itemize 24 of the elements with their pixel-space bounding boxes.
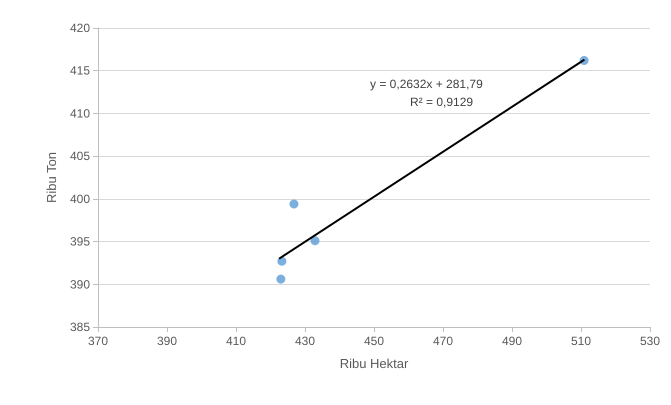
annotation: y = 0,2632x + 281,79	[370, 77, 484, 91]
x-tick-label: 470	[432, 334, 454, 348]
annotation: R² = 0,9129	[410, 95, 474, 109]
x-tick-label: 410	[226, 334, 246, 348]
x-tick-label: 510	[570, 334, 592, 348]
y-tick-label: 385	[70, 320, 90, 334]
y-tick-label: 420	[70, 21, 90, 35]
x-tick-label: 530	[640, 334, 660, 348]
point	[289, 199, 298, 208]
x-tick-label: 370	[88, 334, 108, 348]
x-tick-label: 430	[294, 334, 316, 348]
point	[276, 274, 286, 284]
y-tick-label: 410	[70, 106, 90, 120]
point	[310, 236, 320, 246]
y-tick-label: 400	[70, 192, 90, 206]
y-tick-label: 395	[70, 234, 90, 249]
y-axis-title: Ribu Ton	[44, 152, 59, 204]
x-tick-label: 490	[502, 334, 522, 348]
x-axis-title: Ribu Hektar	[340, 356, 409, 371]
x-tick-label: 390	[156, 334, 178, 348]
y-tick-label: 405	[70, 149, 90, 164]
y-tick-label: 415	[70, 64, 90, 78]
x-tick-label: 450	[364, 334, 384, 348]
y-tick-label: 390	[70, 277, 90, 292]
